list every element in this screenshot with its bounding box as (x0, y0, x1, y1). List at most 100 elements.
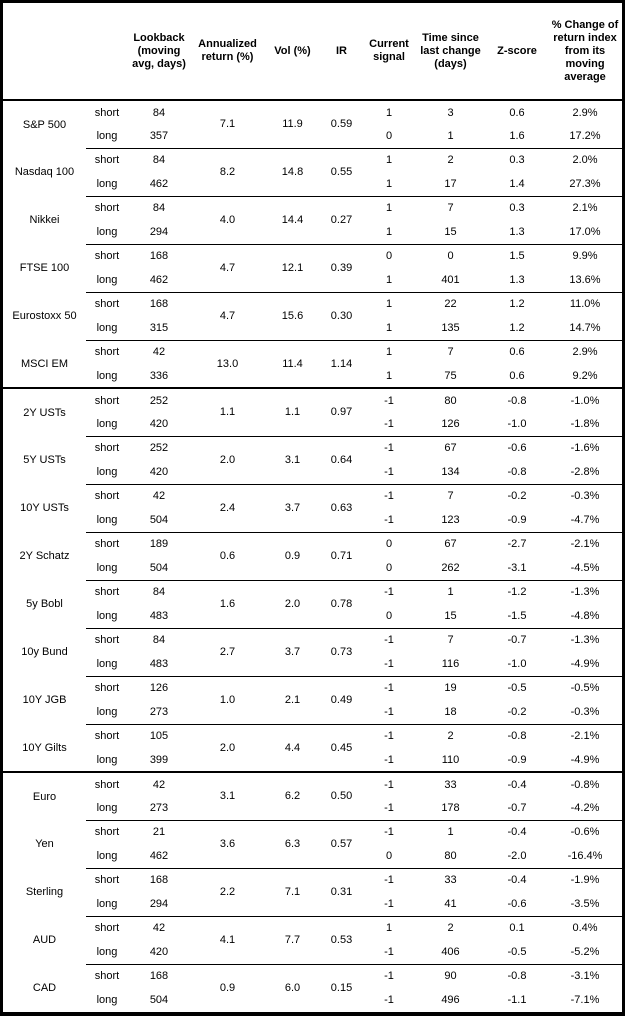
lookback-value: 168 (149, 874, 169, 887)
signal-value: -1 (384, 490, 394, 503)
zscore-value: -1.0 (486, 652, 548, 677)
vol-value: 2.1 (265, 676, 320, 725)
vol-value: 2.0 (265, 580, 320, 629)
pct-change-value: -1.6% (570, 442, 600, 455)
col-header-pct-change: % Change of return index from its moving… (548, 3, 622, 101)
annualized-return-value: 3.6 (190, 820, 265, 869)
time-since-value: 80 (415, 844, 486, 869)
col-header-ir: IR (320, 3, 363, 101)
asset-name: AUD (32, 934, 57, 946)
lookback-value: 504 (128, 556, 190, 581)
time-since-value: 110 (415, 748, 486, 773)
lookback-value: 168 (149, 250, 169, 263)
asset-row-long: long 462 1 401 1.3 13.6% (3, 268, 622, 293)
asset-row-long: long 294 1 15 1.3 17.0% (3, 220, 622, 245)
signal-value: 1 (385, 922, 393, 935)
asset-row-short: 10y Bund short 84 2.7 3.7 0.73 -1 7 -0.7 -1.3% (3, 628, 622, 677)
time-since-value: 135 (415, 316, 486, 341)
lookback-value: 84 (152, 586, 166, 599)
zscore-value: -0.9 (486, 748, 548, 773)
time-since-value: 262 (415, 556, 486, 581)
time-since-value: 7 (447, 202, 454, 215)
lookback-value: 126 (149, 682, 169, 695)
time-since-value: 7 (447, 346, 454, 359)
ir-value: 1.14 (320, 340, 363, 389)
time-since-value: 3 (447, 106, 454, 119)
asset-name: 2Y Schatz (19, 550, 70, 562)
col-header-current-signal: Current signal (363, 3, 415, 101)
asset-row-long: long 483 0 15 -1.5 -4.8% (3, 604, 622, 629)
zscore-value: -0.6 (486, 892, 548, 917)
zscore-value: -0.9 (486, 508, 548, 533)
time-since-value: 80 (444, 394, 457, 407)
leg-label: short (94, 730, 120, 743)
signal-value: 1 (385, 298, 393, 311)
pct-change-value: 0.4% (572, 922, 598, 935)
zscore-value: -0.2 (486, 700, 548, 725)
pct-change-value: -1.9% (570, 874, 600, 887)
leg-label: long (86, 508, 128, 533)
zscore-value: 1.5 (509, 250, 525, 263)
asset-row-long: long 399 -1 110 -0.9 -4.9% (3, 748, 622, 773)
asset-name: CAD (32, 982, 57, 994)
zscore-value: 0.3 (509, 202, 525, 215)
pct-change-value: -0.3% (570, 490, 600, 503)
zscore-value: -0.4 (507, 778, 527, 791)
time-since-value: 90 (444, 970, 457, 983)
leg-label: short (94, 970, 120, 983)
leg-label: long (86, 316, 128, 341)
lookback-value: 462 (128, 268, 190, 293)
leg-label: short (94, 538, 120, 551)
pct-change-value: -3.5% (548, 892, 622, 917)
time-since-value: 134 (415, 460, 486, 485)
signal-value: 1 (385, 346, 393, 359)
time-since-value: 0 (447, 250, 454, 263)
zscore-value: -0.5 (507, 682, 527, 695)
vol-value: 4.4 (265, 724, 320, 773)
leg-label: long (86, 844, 128, 869)
leg-label: long (86, 652, 128, 677)
signal-value: -1 (384, 682, 394, 695)
leg-label: long (86, 604, 128, 629)
asset-row-long: long 294 -1 41 -0.6 -3.5% (3, 892, 622, 917)
leg-label: short (94, 394, 120, 407)
leg-label: long (86, 940, 128, 965)
ir-value: 0.45 (320, 724, 363, 773)
time-since-value: 496 (441, 994, 460, 1006)
pct-change-value: 11.0% (569, 298, 601, 311)
vol-value: 11.4 (265, 340, 320, 389)
signal-value: -1 (363, 652, 415, 677)
zscore-value: 1.3 (486, 268, 548, 293)
ir-value: 0.78 (320, 580, 363, 629)
signal-value: -1 (363, 748, 415, 773)
signal-value: 0 (385, 538, 393, 551)
pct-change-value: -4.2% (548, 796, 622, 821)
lookback-value: 294 (128, 892, 190, 917)
asset-row-long: long 420 -1 134 -0.8 -2.8% (3, 460, 622, 485)
time-since-value: 123 (415, 508, 486, 533)
time-since-value: 126 (415, 412, 486, 437)
signal-value: 0 (363, 604, 415, 629)
signal-value: -1 (363, 412, 415, 437)
pct-change-value: -1.8% (548, 412, 622, 437)
annualized-return-value: 1.0 (190, 676, 265, 725)
asset-row-short: Nasdaq 100 short 84 8.2 14.8 0.55 1 2 0.3 2.0% (3, 148, 622, 197)
time-since-value: 19 (444, 682, 457, 695)
leg-label: long (86, 460, 128, 485)
zscore-value: -0.8 (507, 730, 527, 743)
pct-change-value: -16.4% (548, 844, 622, 869)
signal-value: -1 (384, 826, 394, 839)
asset-row-short: S&P 500 short 84 7.1 11.9 0.59 1 3 0.6 2.9% (3, 100, 622, 149)
col-header-leg (86, 3, 128, 101)
zscore-value: 1.6 (486, 124, 548, 149)
signal-value: -1 (384, 994, 394, 1006)
zscore-value: -0.7 (486, 796, 548, 821)
pct-change-value: -1.0% (570, 394, 600, 407)
pct-change-value: -1.3% (570, 634, 600, 647)
time-since-value: 1 (415, 124, 486, 149)
signal-value: -1 (363, 892, 415, 917)
signal-value: 0 (363, 844, 415, 869)
time-since-value: 15 (415, 604, 486, 629)
asset-row-long: long 504 -1 496 -1.1 -7.1% (3, 988, 622, 1012)
zscore-value: 0.6 (509, 346, 525, 359)
